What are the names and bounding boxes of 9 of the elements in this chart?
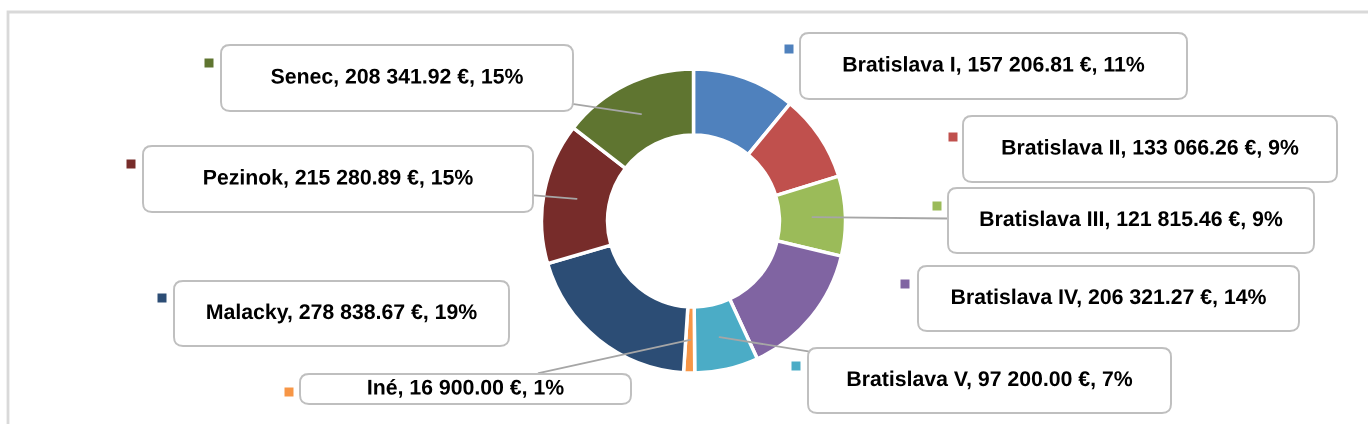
legend-label: Bratislava II, 133 066.26 €, 9% (1002, 139, 1299, 158)
slice-label: Pezinok, 215 280.89 €, 15% (204, 169, 473, 188)
slice-label: Senec, 208 341.92 €, 15% (271, 68, 523, 87)
legend-label: Bratislava IV, 206 321.27 €, 14% (952, 288, 1266, 308)
legend-label: Bratislava V, 97 200.00 €, 7% (847, 370, 1133, 390)
slice-label: Bratislava I, 157 206.81 €, 11% (843, 56, 1145, 75)
legend-label: Bratislava III, 121 815.46 €, 9% (980, 210, 1283, 230)
slice-label: Iné, 16 900.00 €, 1% (368, 378, 564, 398)
slice-label: Malacky, 278 838.67 €, 19% (207, 303, 477, 324)
